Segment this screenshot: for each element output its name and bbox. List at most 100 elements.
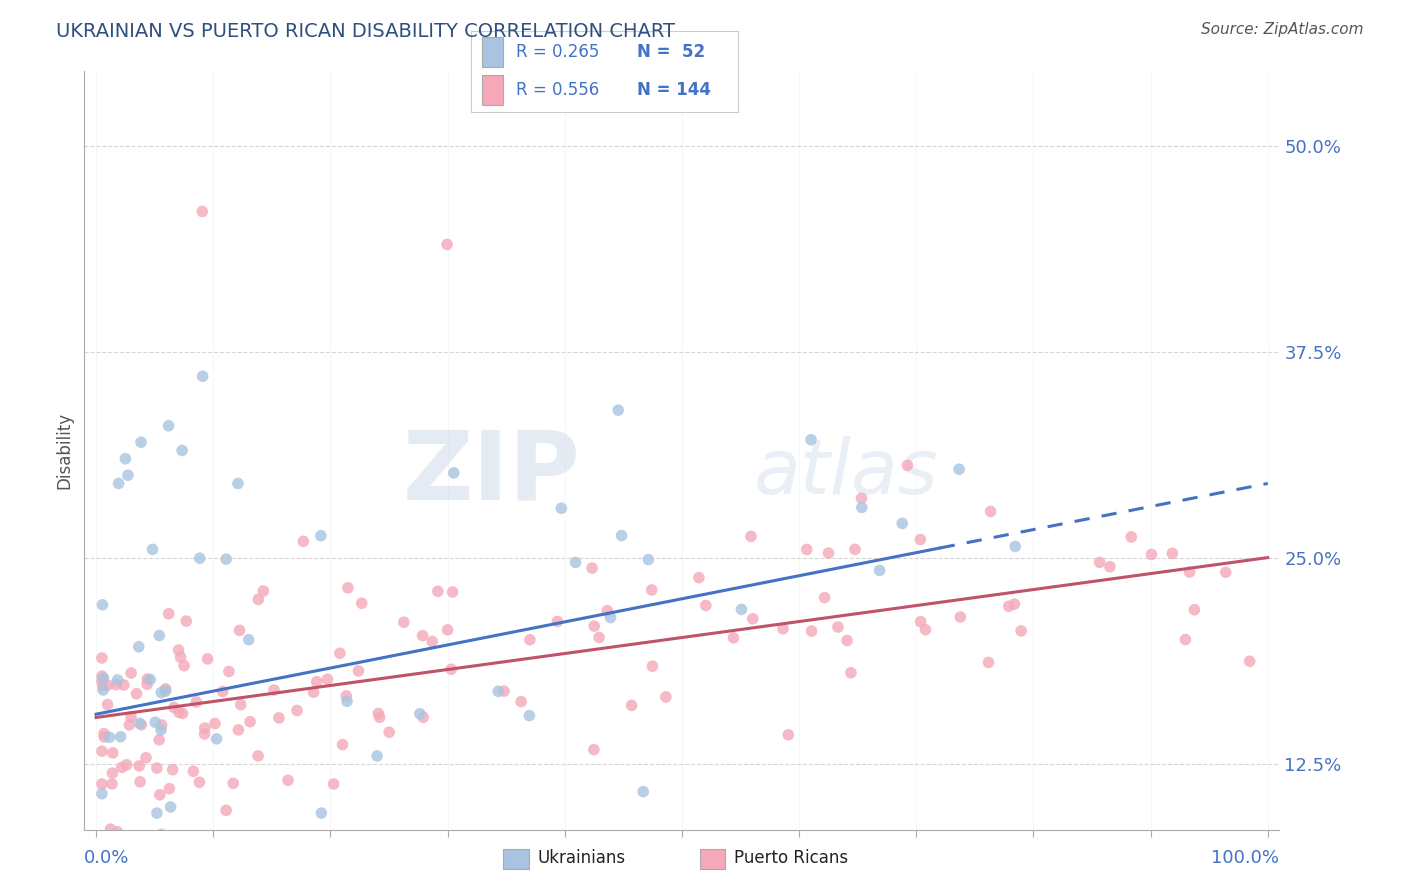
- Point: [117, 468, 139, 483]
- Point: [188, 775, 211, 789]
- Point: [169, 650, 191, 665]
- Point: [215, 803, 238, 817]
- Point: [620, 698, 643, 713]
- Point: [436, 623, 458, 637]
- Point: [588, 631, 610, 645]
- Point: [980, 504, 1002, 518]
- Point: [128, 716, 150, 731]
- Point: [90, 744, 114, 758]
- Point: [111, 760, 134, 774]
- Point: [129, 774, 152, 789]
- Point: [183, 764, 205, 779]
- Point: [191, 204, 214, 219]
- Point: [188, 551, 211, 566]
- Point: [146, 806, 169, 821]
- Point: [851, 500, 873, 515]
- Point: [637, 552, 659, 566]
- Point: [1140, 548, 1163, 562]
- Point: [191, 369, 214, 384]
- Point: [129, 435, 152, 450]
- Point: [141, 847, 163, 862]
- Point: [149, 788, 172, 802]
- Point: [150, 828, 173, 842]
- Text: Source: ZipAtlas.com: Source: ZipAtlas.com: [1201, 22, 1364, 37]
- Point: [101, 746, 124, 760]
- Point: [107, 825, 129, 839]
- Point: [252, 584, 274, 599]
- Point: [510, 695, 533, 709]
- Point: [114, 451, 136, 466]
- Point: [148, 628, 170, 642]
- Point: [655, 690, 678, 704]
- Point: [778, 728, 800, 742]
- Point: [91, 598, 114, 612]
- Point: [409, 706, 432, 721]
- Point: [772, 622, 794, 636]
- Point: [247, 592, 270, 607]
- Point: [91, 682, 114, 697]
- Point: [914, 623, 936, 637]
- Point: [366, 749, 388, 764]
- Point: [101, 766, 124, 780]
- Point: [263, 683, 285, 698]
- Point: [631, 785, 654, 799]
- Text: ZIP: ZIP: [402, 426, 581, 520]
- Point: [949, 610, 972, 624]
- Text: N =  52: N = 52: [637, 43, 704, 61]
- Y-axis label: Disability: Disability: [55, 412, 73, 489]
- Point: [96, 698, 118, 712]
- Point: [441, 585, 464, 599]
- Point: [159, 800, 181, 814]
- Point: [172, 443, 194, 458]
- Point: [285, 704, 308, 718]
- Point: [368, 710, 391, 724]
- Point: [641, 582, 664, 597]
- Point: [173, 658, 195, 673]
- Point: [90, 651, 114, 665]
- Point: [329, 646, 352, 660]
- Point: [596, 604, 619, 618]
- Point: [607, 403, 630, 417]
- Point: [564, 556, 586, 570]
- Point: [118, 718, 141, 732]
- Point: [910, 615, 932, 629]
- Point: [100, 822, 122, 836]
- Point: [813, 591, 835, 605]
- Point: [105, 678, 128, 692]
- Point: [316, 672, 339, 686]
- Point: [582, 742, 605, 756]
- Point: [800, 433, 823, 447]
- Point: [162, 763, 184, 777]
- Point: [1121, 530, 1143, 544]
- Point: [599, 610, 621, 624]
- Point: [492, 684, 515, 698]
- Point: [292, 534, 315, 549]
- Point: [107, 476, 129, 491]
- Point: [1010, 624, 1032, 638]
- Point: [800, 624, 823, 638]
- Point: [844, 542, 866, 557]
- Point: [143, 715, 166, 730]
- Point: [851, 491, 873, 506]
- Point: [730, 602, 752, 616]
- Point: [519, 632, 541, 647]
- Point: [90, 787, 114, 801]
- Point: [277, 773, 299, 788]
- Point: [117, 847, 139, 862]
- Text: Ukrainians: Ukrainians: [537, 849, 626, 867]
- Point: [1174, 632, 1197, 647]
- Point: [120, 666, 142, 681]
- Point: [891, 516, 914, 531]
- FancyBboxPatch shape: [482, 75, 503, 105]
- Point: [1088, 555, 1111, 569]
- Point: [157, 781, 180, 796]
- Point: [226, 476, 249, 491]
- Point: [440, 662, 463, 676]
- Point: [172, 706, 194, 721]
- Point: [167, 643, 190, 657]
- Point: [583, 619, 606, 633]
- Point: [412, 629, 434, 643]
- Point: [267, 711, 290, 725]
- Point: [139, 673, 162, 687]
- Point: [420, 634, 443, 648]
